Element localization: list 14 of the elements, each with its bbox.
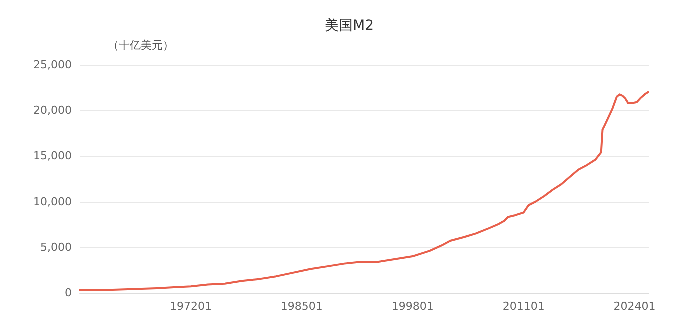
line-series [79, 91, 650, 292]
y-tick-label: 0 [65, 286, 72, 300]
y-tick-label: 10,000 [34, 195, 72, 208]
x-tick-label: 197201 [170, 300, 212, 313]
chart-title: 美国M2 [325, 18, 374, 34]
y-tick-label: 15,000 [34, 150, 72, 163]
y-tick-label: 5,000 [40, 240, 72, 254]
x-tick-label: 202401 [614, 300, 656, 313]
x-tick-label: 198501 [280, 300, 323, 313]
y-tick-label: 25,000 [34, 58, 72, 72]
y-tick-label: 20,000 [34, 104, 72, 118]
y-axis-title: （十亿美元） [108, 39, 174, 52]
x-tick-label: 199801 [392, 300, 434, 313]
x-tick-label: 201101 [502, 300, 545, 313]
